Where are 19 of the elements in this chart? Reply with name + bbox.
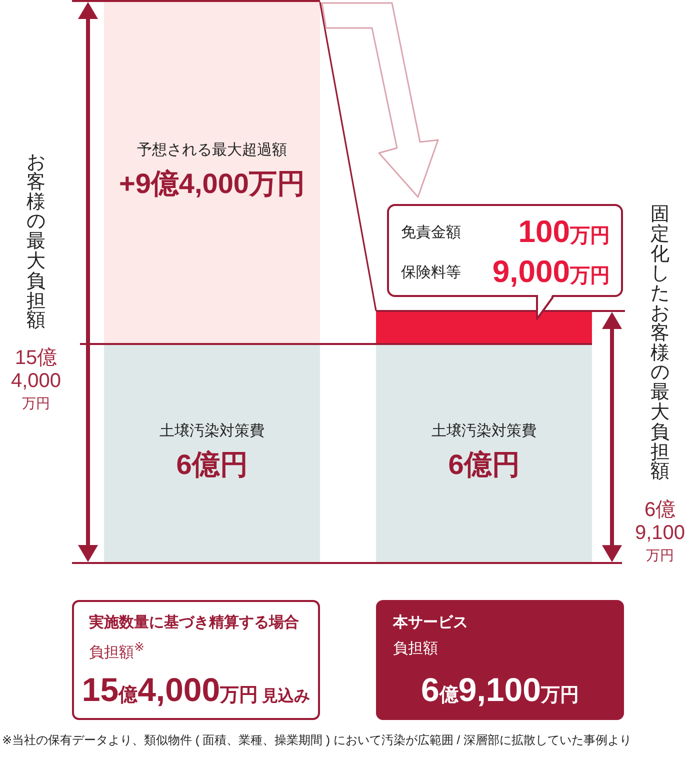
text: お客様の最大負担額 [26,152,46,332]
data-label: 6億円 [176,449,248,480]
annotation: 100万円 [518,214,610,249]
text: 土壌汚染対策費 [432,422,536,440]
series-label: 土壌汚染対策費 [160,422,264,440]
annotation: 9,000万円 [492,254,610,289]
x-tick-label: 本サービス [393,613,468,632]
text: 固定化したお客様の最大負担額 [650,204,670,482]
annotation: 免責金額 [401,222,461,242]
data-label: 6億円 [448,449,520,480]
series-label: 予想される最大超過額 [137,142,287,159]
data-label: +9億4,000万円 [119,168,305,200]
text: 6億9,100万円 [634,499,686,565]
summary-card: 実施数量に基づき精算する場合 負担額$^{※}$ 15億4,000万円 見込み [72,600,320,720]
text: 15億4,000万円 [10,347,62,413]
summary-card: 本サービス 負担額 6億9,100万円 [376,600,624,720]
text: ※当社の保有データより、類似物件 ( 面積、業種、操業期間 ) において汚染が広範囲 / 深層部に拡散していた事例より [2,732,632,749]
x-tick-label: 実施数量に基づき精算する場合 [89,613,299,632]
annotation: 保険料等 [401,262,461,282]
